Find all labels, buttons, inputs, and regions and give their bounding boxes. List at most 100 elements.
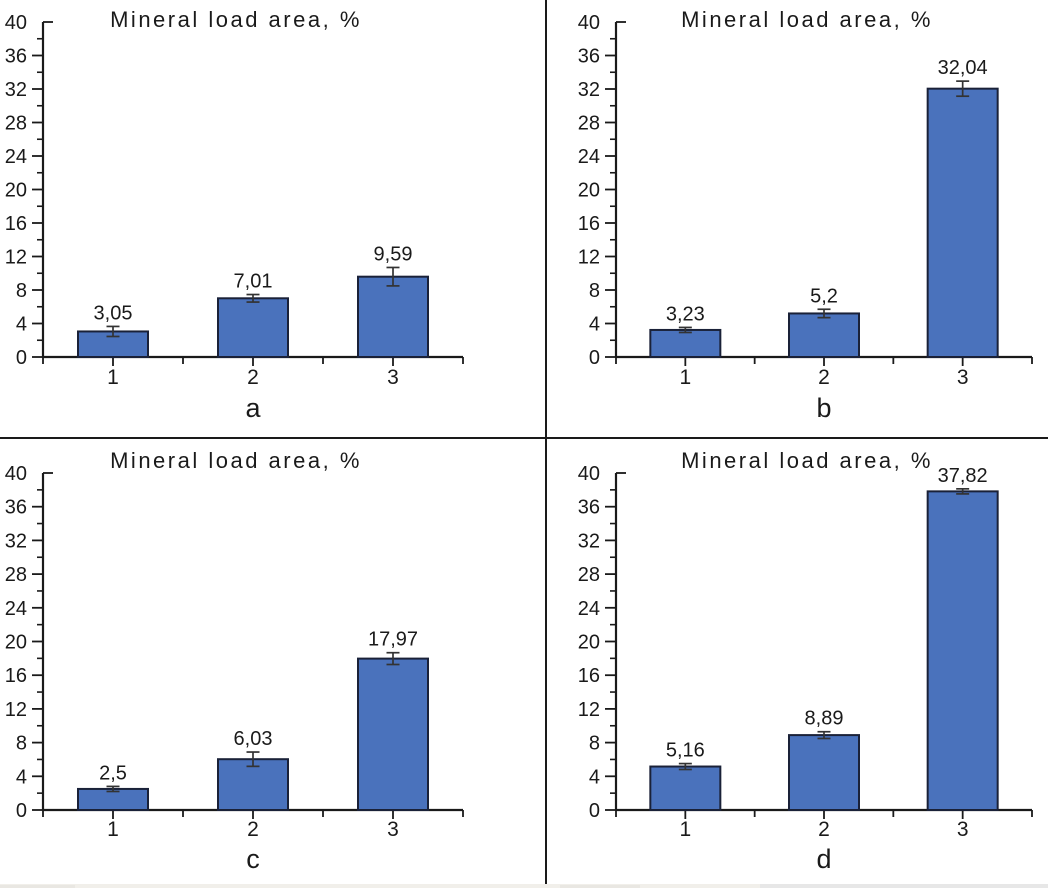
y-tick-label: 24 [5,598,27,620]
value-label: 9,59 [374,243,413,265]
y-tick-label: 32 [578,530,600,552]
cropped-content-edge [0,884,1048,888]
x-category-label: 1 [107,818,119,841]
value-label: 2,5 [99,762,127,784]
chart-d: Mineral load area, %04812162024283236405… [578,448,1033,874]
y-tick-label: 24 [5,146,27,168]
y-tick-label: 0 [589,800,600,822]
chart-a: Mineral load area, %04812162024283236403… [5,7,464,423]
chart-b: Mineral load area, %04812162024283236403… [578,7,1033,423]
y-tick-label: 12 [578,699,600,721]
y-tick-label: 20 [5,180,27,202]
bar [788,312,860,359]
panel-a: Mineral load area, % 0 4 8 12 16 20 24 28 32 36 40 3… [0,0,546,438]
chart-title: Mineral load area, % [681,448,933,473]
y-tick-label: 12 [578,247,600,269]
panel-c: Mineral load area, % 0 4 8 12 16 20 24 28 32 36 40 2… [0,438,546,888]
y-tick-label: 24 [578,598,600,620]
y-tick-label: 12 [5,247,27,269]
x-category-label: 2 [247,366,259,389]
value-label: 32,04 [938,57,988,79]
y-tick-label: 40 [5,12,27,34]
cropped-content-edge-segment [760,884,1048,888]
x-category-label: 3 [957,366,969,389]
bar [926,490,999,812]
bar [788,734,860,811]
bar [926,87,999,358]
value-label: 8,89 [805,708,844,730]
y-tick-label: 8 [16,733,27,755]
y-tick-label: 36 [578,497,600,519]
y-tick-label: 28 [5,564,27,586]
y-tick-label: 32 [578,79,600,101]
x-category-label: 2 [247,818,259,841]
y-tick-label: 36 [5,46,27,68]
y-tick-label: 40 [578,463,600,485]
cropped-content-edge-segment [560,885,640,888]
y-tick-label: 40 [5,463,27,485]
y-tick-label: 32 [5,530,27,552]
value-label: 5,2 [810,285,838,307]
value-label: 37,82 [938,465,988,487]
y-tick-label: 20 [578,632,600,654]
y-tick-label: 24 [578,146,600,168]
y-tick-label: 4 [589,314,600,336]
y-tick-label: 28 [5,113,27,135]
y-tick-label: 36 [578,46,600,68]
y-tick-label: 16 [5,213,27,235]
x-category-label: 1 [679,366,691,389]
panel-d: Mineral load area, % 0 4 8 12 16 20 24 28 32 36 40 5… [546,438,1048,888]
y-tick-label: 8 [589,280,600,302]
chart-title: Mineral load area, % [681,7,933,32]
y-tick-label: 0 [16,800,27,822]
x-category-label: 3 [957,818,969,841]
y-tick-label: 8 [589,733,600,755]
panel-divider-vertical [545,0,547,888]
panel-letter: c [246,844,260,874]
y-tick-label: 16 [578,665,600,687]
y-tick-label: 32 [5,79,27,101]
y-tick-label: 12 [5,699,27,721]
value-label: 7,01 [234,271,273,293]
chart-title: Mineral load area, % [110,7,362,32]
x-category-label: 2 [818,818,830,841]
value-label: 5,16 [666,740,705,762]
y-tick-label: 16 [578,213,600,235]
x-category-label: 1 [107,366,119,389]
bar [217,758,289,811]
value-label: 6,03 [234,728,273,750]
value-label: 17,97 [368,629,418,651]
y-tick-label: 28 [578,113,600,135]
panel-letter: d [816,844,831,874]
y-tick-label: 0 [589,347,600,369]
x-category-label: 1 [679,818,691,841]
value-label: 3,05 [94,302,133,324]
panel-letter: b [816,393,831,423]
bar [649,765,722,812]
chart-title: Mineral load area, % [110,448,362,473]
bar [357,657,429,811]
x-category-label: 3 [387,818,399,841]
panel-b: Mineral load area, % 0 4 8 12 16 20 24 28 32 36 40 3… [546,0,1048,438]
x-category-label: 2 [818,366,830,389]
panel-divider-horizontal [0,437,1048,439]
bar [649,328,722,359]
y-tick-label: 36 [5,497,27,519]
y-tick-label: 28 [578,564,600,586]
bar [357,275,429,358]
bar [217,297,289,359]
value-label: 3,23 [666,303,705,325]
chart-c: Mineral load area, %04812162024283236402… [5,448,464,874]
y-tick-label: 20 [578,180,600,202]
y-tick-label: 16 [5,665,27,687]
y-tick-label: 4 [589,766,600,788]
y-tick-label: 4 [16,766,27,788]
y-tick-label: 4 [16,314,27,336]
y-tick-label: 20 [5,632,27,654]
panel-letter: a [245,393,261,423]
y-tick-label: 40 [578,12,600,34]
cropped-content-edge-segment [0,885,75,888]
y-tick-label: 8 [16,280,27,302]
x-category-label: 3 [387,366,399,389]
